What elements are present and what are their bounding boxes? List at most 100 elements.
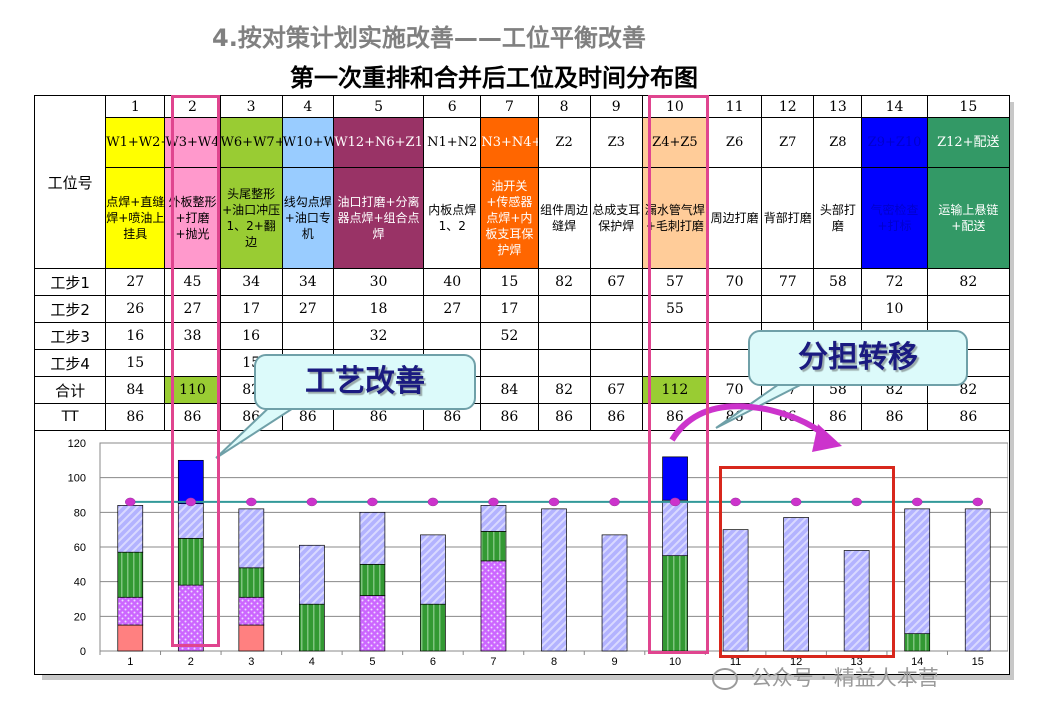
station-description: 漏水管气焊+毛刺打磨 <box>641 167 709 269</box>
x-tick-label: 1 <box>127 656 133 668</box>
tt-marker <box>367 497 378 507</box>
cell-s1: 77 <box>761 268 815 296</box>
station-number: 15 <box>926 95 1011 118</box>
cell-s1: 40 <box>423 268 482 296</box>
station-description: 点焊+直缝焊+喷油上挂具 <box>105 167 166 269</box>
bar-segment <box>177 584 204 652</box>
cell-total: 84 <box>105 376 166 404</box>
callout-load-transfer: 分担转移 <box>748 330 968 386</box>
station-description: 背部打磨 <box>761 167 815 269</box>
bar-segment <box>238 508 265 569</box>
station-code: Z3 <box>589 117 643 168</box>
highlight-stations-11-13 <box>719 466 895 658</box>
x-tick-label: 15 <box>972 656 984 668</box>
bar-segment <box>117 505 144 553</box>
cell-s1: 30 <box>332 268 425 296</box>
bar-segment <box>480 505 507 532</box>
cell-tt: 86 <box>861 403 928 431</box>
cell-total: 82 <box>537 376 591 404</box>
bar-segment <box>420 534 446 605</box>
x-tick-label: 2 <box>188 656 194 668</box>
cell-s2: 18 <box>332 295 425 323</box>
tt-marker <box>185 497 197 507</box>
highlight-station-2 <box>171 95 220 647</box>
bar-segment <box>662 499 688 557</box>
cell-tt: 86 <box>926 403 1011 431</box>
x-tick-label: 3 <box>248 656 254 668</box>
cell-s2: 55 <box>641 295 709 323</box>
subtitle: 第一次重排和合并后工位及时间分布图 <box>290 64 698 92</box>
station-description: 油口打磨+分离器点焊+组合点焊 <box>332 167 425 269</box>
tt-marker <box>851 497 862 507</box>
x-tick-label: 13 <box>851 656 863 668</box>
x-tick-label: 10 <box>669 656 681 668</box>
watermark: 公众号 · 精益人本营 <box>712 662 939 692</box>
station-code: Z2 <box>537 117 591 168</box>
cell-s3: 52 <box>480 322 539 350</box>
step1-label: 工步1 <box>33 268 107 296</box>
station-description: 油开关+传感器点焊+内板支耳保护焊 <box>480 167 539 269</box>
cell-tt: 86 <box>105 403 166 431</box>
station-description: 运输上悬链+配送 <box>926 167 1011 269</box>
bar-segment <box>117 596 144 626</box>
station-code: W12+N6+Z1 <box>332 117 425 168</box>
y-tick-label: 20 <box>74 611 86 623</box>
y-tick-label: 100 <box>68 473 86 485</box>
cell-s1: 15 <box>480 268 539 296</box>
bar-segment <box>420 603 446 652</box>
station-code: Z7 <box>761 117 815 168</box>
cell-s4 <box>589 349 643 377</box>
bar-segment <box>601 534 628 652</box>
station-code: W1+W2+Z11 <box>105 117 166 168</box>
x-tick-label: 14 <box>911 656 923 668</box>
tt-marker <box>609 497 620 507</box>
main-title: 4.按对策计划实施改善——工位平衡改善 <box>212 24 646 52</box>
station-description: 气密检查+打标 <box>861 167 928 269</box>
x-tick-label: 12 <box>790 656 802 668</box>
callout-process-improvement: 工艺改善 <box>254 354 476 410</box>
cell-s2 <box>926 295 1011 323</box>
cell-s1: 58 <box>813 268 863 296</box>
tt-marker <box>488 497 499 507</box>
cell-tt: 86 <box>589 403 643 431</box>
station-description: 组件周边缝焊 <box>537 167 591 269</box>
bar-segment <box>783 517 809 652</box>
cell-s2 <box>813 295 863 323</box>
x-tick-label: 6 <box>430 656 436 668</box>
tt-marker <box>548 497 560 507</box>
station-number: 11 <box>706 95 763 118</box>
bar-segment <box>843 550 870 652</box>
cell-s1: 82 <box>926 268 1011 296</box>
cell-total: 84 <box>480 376 539 404</box>
station-code: Z4+Z5 <box>641 117 709 168</box>
bar-segment <box>299 544 325 605</box>
station-label: 工位号 <box>33 95 107 269</box>
bar-segment <box>177 459 204 505</box>
tt-marker <box>790 497 802 507</box>
cell-tt: 86 <box>641 403 709 431</box>
x-tick-label: 9 <box>611 656 617 668</box>
cell-s1: 72 <box>861 268 928 296</box>
transfer-arrow-head <box>812 424 842 452</box>
bar-segment <box>238 596 265 626</box>
x-tick-label: 4 <box>309 656 315 668</box>
y-tick-label: 40 <box>74 577 86 589</box>
bar-segment <box>722 529 749 652</box>
chart-area: 0 20 40 60 80 100 120 1 2 3 4 5 6 7 8 9 10 11 12 13 14 15 <box>34 434 1009 672</box>
cell-s1: 45 <box>164 268 221 296</box>
tt-marker <box>125 497 136 507</box>
station-code: N3+N4+N5 <box>480 117 539 168</box>
transfer-arrow <box>669 403 833 443</box>
x-tick-label: 11 <box>730 656 741 668</box>
y-tick-label: 80 <box>74 507 86 519</box>
cell-total: 112 <box>641 376 709 404</box>
cell-s3: 16 <box>105 322 166 350</box>
bar-segment <box>480 531 507 562</box>
station-code: W10+W11 <box>281 117 334 168</box>
x-tick-label: 7 <box>490 656 496 668</box>
bar-segment <box>359 563 386 596</box>
station-code: W6+W7+W8+W9 <box>219 117 283 168</box>
cell-s3: 16 <box>219 322 283 350</box>
